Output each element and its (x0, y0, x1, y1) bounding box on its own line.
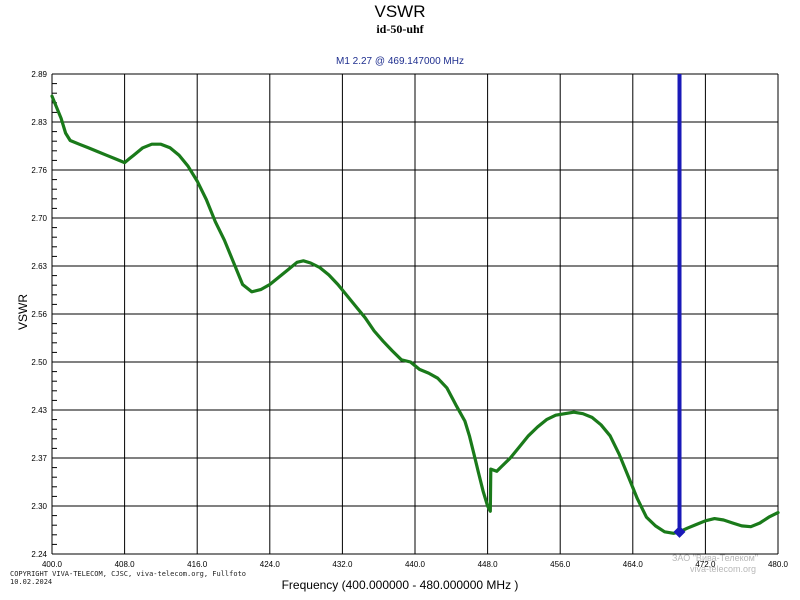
y-tick-label: 2.43 (31, 406, 47, 415)
copyright-line-2: 10.02.2024 (10, 578, 53, 586)
x-tick-label: 440.0 (405, 560, 426, 569)
watermark-company: ЗАО "Вива-Телеком" (672, 553, 759, 563)
y-tick-label: 2.30 (31, 502, 47, 511)
copyright-text: COPYRIGHT VIVA-TELECOM, CJSC, viva-telec… (10, 570, 246, 586)
y-tick-labels: 2.89 2.83 2.76 2.70 2.63 2.56 2.50 2.43 2.37 2.30… (31, 70, 47, 559)
y-tick-label: 2.37 (31, 454, 47, 463)
x-tick-label: 480.0 (768, 560, 789, 569)
y-axis-label: VSWR (16, 294, 30, 330)
x-tick-label: 400.0 (42, 560, 63, 569)
x-tick-label: 416.0 (187, 560, 208, 569)
series-line (50, 94, 780, 535)
vswr-trace (50, 94, 780, 535)
y-tick-label: 2.24 (31, 550, 47, 559)
y-minor-ticks (52, 73, 57, 545)
y-tick-label: 2.76 (31, 166, 47, 175)
x-tick-labels: 400.0 408.0 416.0 424.0 432.0 440.0 448.0 456.0… (42, 560, 789, 569)
y-tick-label: 2.70 (31, 214, 47, 223)
marker-readout: M1 2.27 @ 469.147000 MHz (335, 56, 464, 67)
x-tick-label: 472.0 (695, 560, 716, 569)
marker-m1 (673, 74, 686, 538)
marker-diamond (673, 525, 686, 538)
x-tick-label: 424.0 (260, 560, 281, 569)
x-axis-label: Frequency (400.000000 - 480.000000 MHz ) (281, 578, 519, 592)
copyright-line-1: COPYRIGHT VIVA-TELECOM, CJSC, viva-telec… (10, 570, 247, 578)
y-tick-label: 2.63 (31, 262, 47, 271)
y-tick-label: 2.89 (31, 70, 47, 79)
x-tick-label: 432.0 (332, 560, 353, 569)
x-tick-label: 448.0 (478, 560, 499, 569)
x-tick-label: 408.0 (115, 560, 136, 569)
y-tick-label: 2.50 (31, 358, 47, 367)
chart-subtitle: id-50-uhf (376, 22, 424, 36)
y-tick-label: 2.83 (31, 118, 47, 127)
watermark-url: viva-telecom.org (690, 564, 757, 574)
x-tick-label: 456.0 (550, 560, 571, 569)
x-tick-label: 464.0 (623, 560, 644, 569)
y-tick-label: 2.56 (31, 310, 47, 319)
chart-title: VSWR (374, 2, 426, 21)
chart-grid (51, 73, 779, 555)
